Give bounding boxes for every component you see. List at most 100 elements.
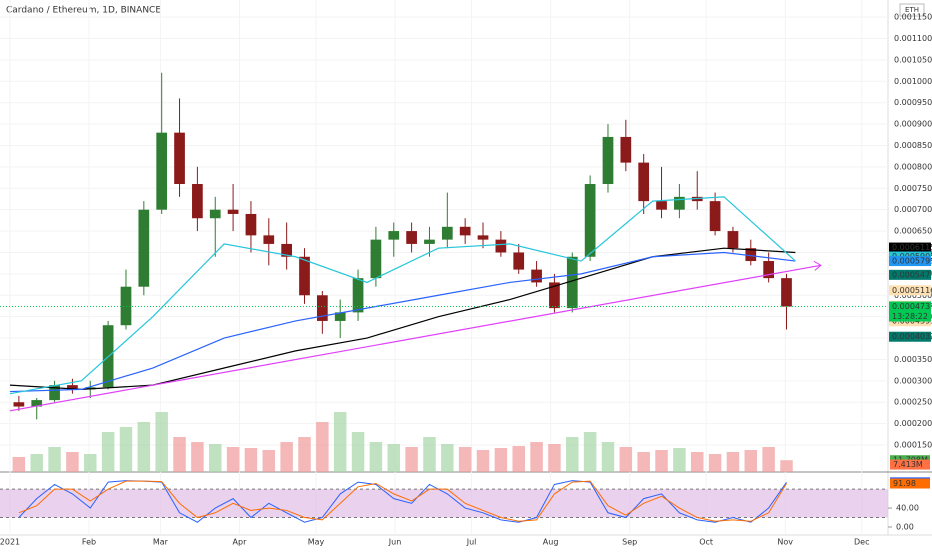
volume-bar	[566, 437, 579, 472]
candle-body	[281, 243, 293, 257]
volume-bar	[369, 442, 383, 472]
price-label: 0.0006115	[892, 243, 932, 252]
volume-bar	[173, 437, 186, 472]
volume-bar	[30, 454, 43, 472]
price-label: 0.0005477	[892, 270, 932, 279]
candle-body	[674, 196, 685, 210]
x-tick-label: May	[308, 538, 325, 547]
volume-bar	[708, 454, 722, 472]
volume-value-label: 7.413M	[893, 460, 923, 469]
volume-bar	[441, 444, 454, 472]
candle-body	[459, 226, 471, 236]
candle-body	[656, 201, 667, 210]
stoch-band	[0, 489, 888, 518]
candle-body	[120, 286, 132, 326]
price-label: 0.0004737	[892, 302, 932, 311]
volume-bar	[226, 447, 240, 472]
candle-body	[316, 295, 328, 321]
candle-body	[727, 231, 739, 249]
trendline-arrow	[813, 260, 822, 271]
volume-bar	[155, 412, 168, 472]
volume-bar	[137, 422, 151, 472]
candle-body	[299, 256, 310, 296]
volume-bar	[351, 432, 365, 472]
stoch-tick-label: 40.00	[896, 504, 919, 513]
volume-bar	[101, 432, 115, 472]
price-label: 0.0005799	[892, 257, 932, 266]
volume-bar	[280, 442, 293, 472]
volume-bar	[637, 452, 650, 472]
candle-body	[566, 256, 578, 309]
price-label-box	[889, 285, 931, 296]
x-tick-label: Jun	[388, 538, 402, 547]
volume-bar	[84, 454, 97, 472]
volume-bar	[619, 447, 633, 472]
x-tick-label: Oct	[699, 538, 713, 547]
volume-bar	[655, 450, 668, 472]
volume-bar	[208, 444, 222, 472]
volume-bar	[48, 447, 61, 472]
candle-body	[781, 278, 792, 307]
volume-bar	[66, 452, 79, 472]
price-label: 0.0005116	[892, 286, 932, 295]
x-tick-label: Feb	[82, 538, 96, 547]
volume-bar	[244, 448, 258, 472]
chart-title: Cardano / Ethereum, 1D, BINANCE	[6, 6, 161, 16]
price-label-box	[889, 269, 931, 280]
stoch-tick-label: 0.00	[896, 522, 914, 531]
volume-bar	[673, 448, 686, 472]
price-label-box	[889, 242, 931, 253]
candle-body	[370, 239, 382, 279]
candle-body	[620, 136, 632, 163]
price-label-box	[889, 256, 931, 267]
volume-bar	[601, 442, 615, 472]
x-tick-label: Sep	[622, 538, 637, 547]
volume-bar	[316, 422, 329, 472]
price-label-box	[889, 331, 931, 342]
volume-bar	[191, 442, 204, 472]
volume-bar	[476, 450, 490, 472]
candle-body	[388, 231, 400, 240]
x-tick-label: Apr	[233, 538, 248, 547]
y-tick-label: 0.0001500	[894, 441, 932, 450]
stoch-value-box	[890, 478, 930, 489]
price-label: 0.0004031	[892, 332, 932, 341]
candle-body	[227, 209, 239, 214]
candle-body	[477, 235, 489, 240]
candle-body	[352, 278, 364, 313]
candle-body	[584, 184, 596, 257]
candle-body	[638, 162, 650, 202]
candle-body	[602, 136, 614, 185]
trendline	[9, 264, 822, 412]
volume-bar	[583, 432, 597, 472]
volume-bar	[726, 452, 740, 472]
candle-body	[441, 226, 453, 240]
volume-bar	[12, 457, 26, 472]
volume-bar	[262, 450, 276, 472]
countdown-box	[889, 311, 931, 322]
volume-bar	[119, 427, 133, 472]
x-tick-label: Aug	[543, 538, 559, 547]
volume-bar	[512, 446, 525, 472]
candle-body	[513, 252, 525, 270]
candle-body	[406, 231, 417, 244]
candle-body	[245, 213, 257, 236]
candle-body	[192, 184, 203, 219]
candle-body	[549, 282, 560, 309]
candle-body	[263, 235, 275, 244]
candle-body	[424, 239, 435, 244]
volume-value-box	[890, 459, 930, 470]
x-tick-label: 2021	[0, 538, 20, 547]
candle-body	[67, 385, 78, 390]
